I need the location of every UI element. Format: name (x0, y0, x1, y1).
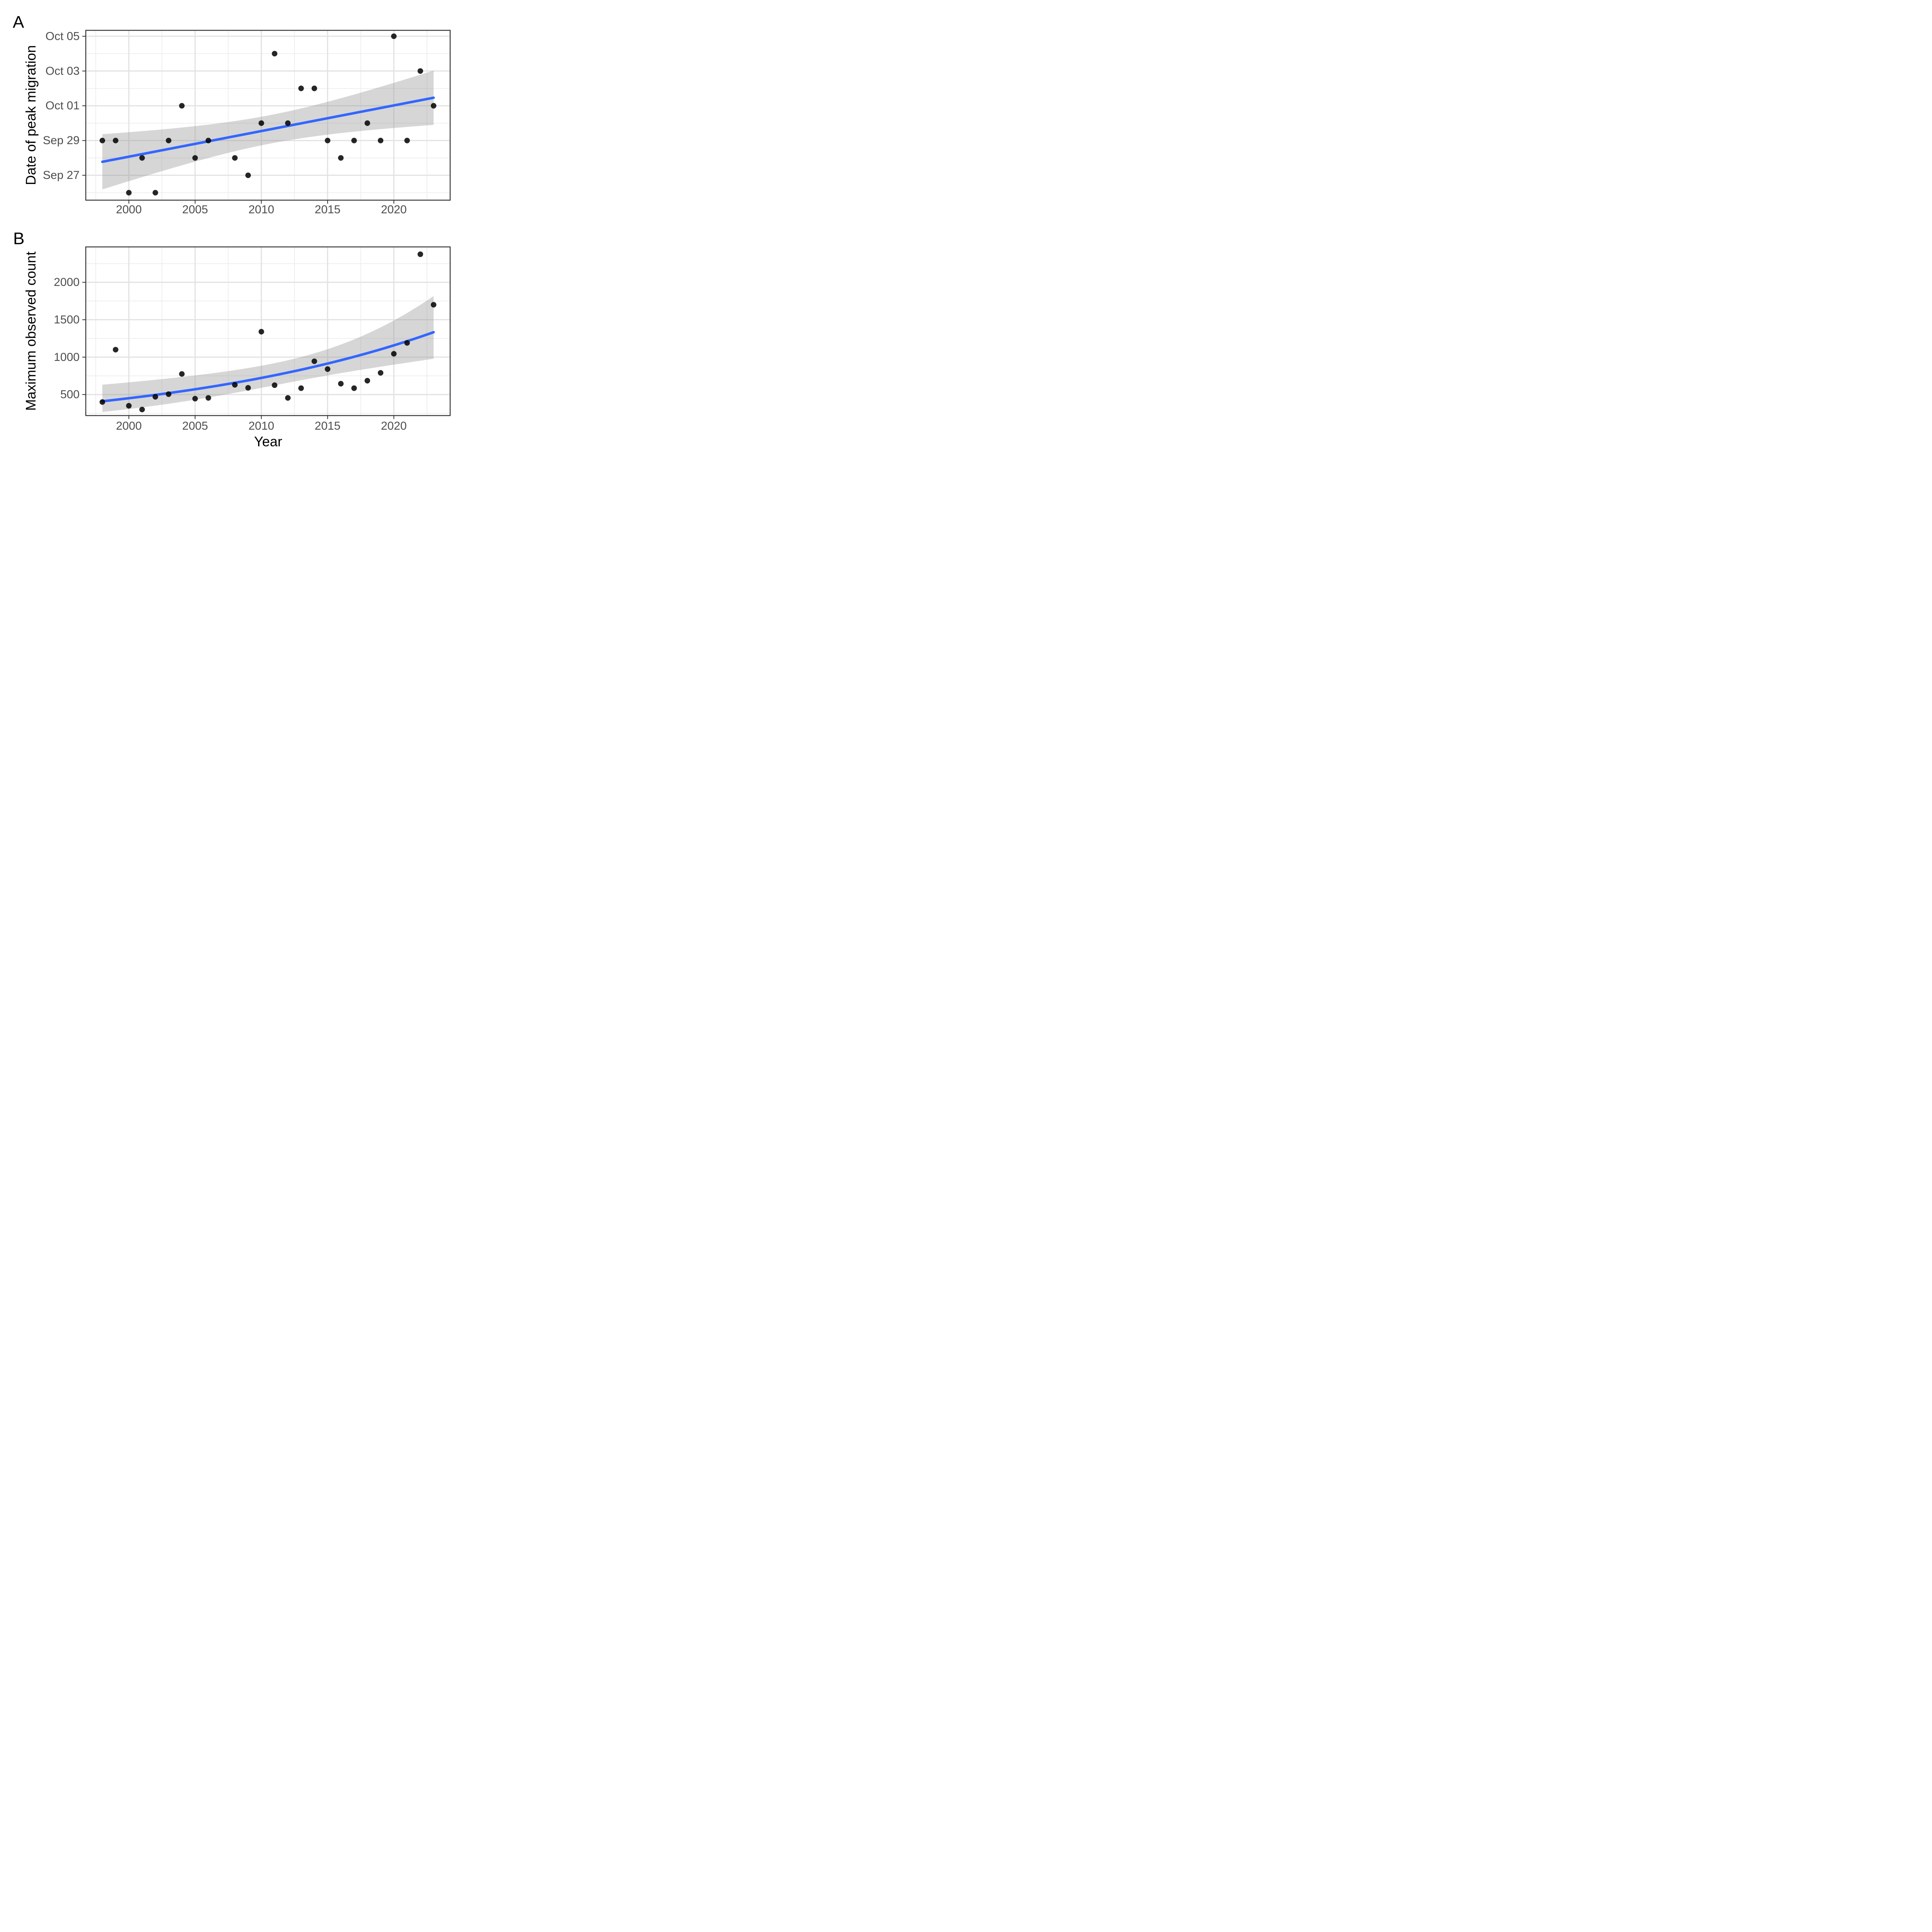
data-points (99, 33, 437, 196)
data-point (378, 370, 384, 376)
trend-line (101, 331, 435, 403)
axes: Oct 05 Oct 03 Oct 01 Sep 29 Sep 27 2000 2005 20… (43, 30, 407, 216)
x-tick-label: 2005 (182, 420, 208, 432)
data-point (166, 138, 172, 143)
y-tick-label: Sep 29 (43, 134, 80, 147)
data-point (417, 68, 423, 74)
data-point (232, 155, 238, 161)
data-point (417, 251, 423, 257)
data-point (311, 358, 317, 364)
data-point (179, 103, 185, 109)
data-point (139, 406, 145, 413)
data-point (232, 382, 238, 388)
data-point (391, 351, 397, 357)
data-point (205, 138, 211, 143)
two-panel-migration-figure: Oct 05 Oct 03 Oct 01 Sep 29 Sep 27 2000 2005 20… (0, 0, 464, 464)
panel-b: 2000 1500 1000 500 2000 2005 2010 2015 2020 (54, 246, 451, 432)
data-point (311, 85, 317, 91)
panel-a-tag: A (13, 13, 24, 32)
data-point (272, 51, 277, 56)
data-point (338, 155, 344, 161)
panel-background (86, 30, 450, 200)
x-tick-label: 2010 (248, 420, 274, 432)
data-point (112, 347, 119, 353)
trend-line (101, 96, 435, 163)
panel-a-y-axis-title: Date of peak migration (23, 45, 39, 185)
data-point (205, 395, 211, 401)
data-point (259, 329, 264, 335)
data-point (99, 138, 105, 143)
y-tick-label: 1000 (54, 351, 80, 364)
panel-b-tag: B (13, 229, 25, 248)
panel-border (85, 30, 451, 201)
data-point (152, 190, 158, 196)
data-point (298, 85, 304, 91)
y-tick-label: 2000 (54, 276, 80, 289)
confidence-band (102, 296, 434, 412)
data-point (351, 385, 357, 391)
data-point (351, 138, 357, 143)
x-tick-label: 2010 (248, 203, 274, 216)
data-point (192, 155, 198, 161)
data-point (126, 190, 132, 196)
data-point (285, 120, 291, 126)
data-point (298, 385, 304, 391)
panel-b-y-axis-title: Maximum observed count (23, 251, 39, 411)
data-point (378, 138, 384, 143)
axes: 2000 1500 1000 500 2000 2005 2010 2015 2020 (54, 276, 406, 432)
data-point (325, 138, 331, 143)
data-point (152, 394, 158, 400)
y-tick-label: Oct 03 (46, 65, 80, 77)
y-tick-label: Oct 01 (46, 99, 80, 112)
data-point (285, 395, 291, 401)
x-tick-label: 2000 (116, 203, 142, 216)
data-point (430, 302, 437, 308)
data-point (272, 382, 277, 388)
data-point (166, 391, 172, 397)
data-point (391, 33, 397, 39)
data-point (338, 381, 344, 387)
x-tick-label: 2020 (381, 420, 407, 432)
x-tick-label: 2020 (381, 203, 407, 216)
data-point (325, 366, 331, 372)
panel-border (85, 246, 451, 416)
data-point (112, 138, 119, 143)
data-point (259, 120, 264, 126)
data-point (404, 138, 410, 143)
data-point (364, 120, 370, 126)
data-point (179, 371, 185, 377)
data-point (245, 172, 251, 178)
y-tick-label: 500 (60, 388, 80, 401)
data-point (126, 403, 132, 409)
x-tick-label: 2015 (315, 420, 340, 432)
data-point (430, 103, 437, 109)
y-tick-label: Sep 27 (43, 169, 80, 182)
data-points (99, 251, 437, 413)
data-point (139, 155, 145, 161)
x-axis-title: Year (254, 434, 282, 449)
data-point (404, 340, 410, 346)
data-point (99, 399, 105, 405)
x-tick-label: 2015 (315, 203, 340, 216)
y-tick-label: 1500 (54, 313, 80, 326)
data-point (245, 385, 251, 391)
gridlines (86, 247, 450, 416)
x-tick-label: 2000 (116, 420, 142, 432)
data-point (364, 378, 370, 384)
panel-background (86, 247, 450, 416)
data-point (192, 396, 198, 401)
panel-a: Oct 05 Oct 03 Oct 01 Sep 29 Sep 27 2000 2005 20… (43, 30, 451, 216)
x-tick-label: 2005 (182, 203, 208, 216)
y-tick-label: Oct 05 (46, 30, 80, 43)
